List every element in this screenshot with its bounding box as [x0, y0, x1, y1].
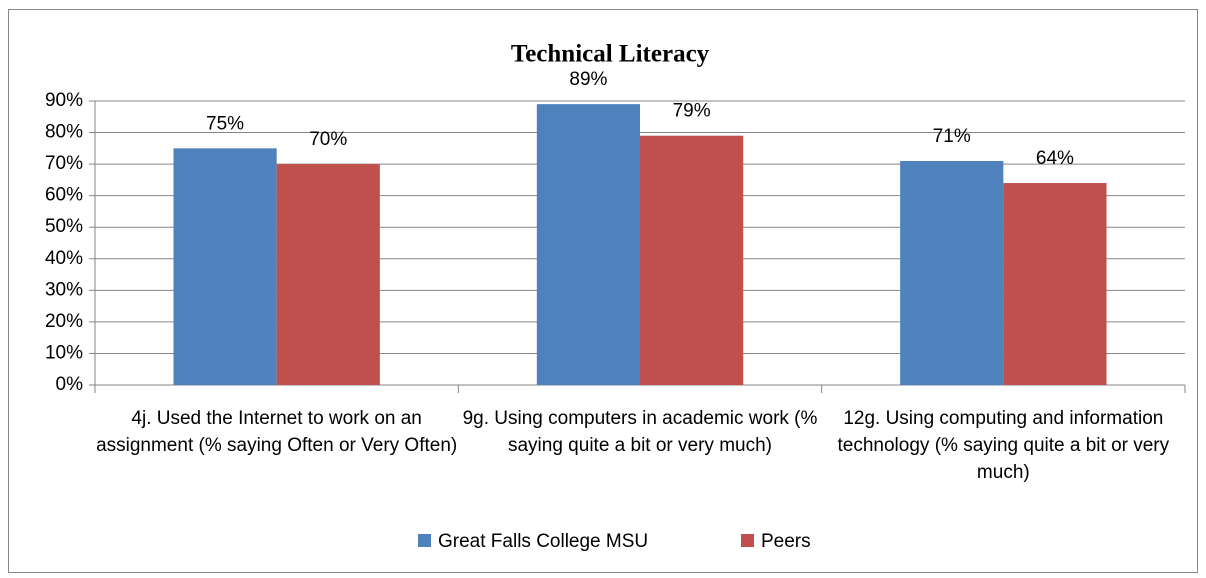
data-label: 79%: [673, 101, 711, 122]
y-tick-label: 10%: [45, 342, 83, 363]
x-tick-label: 4j. Used the Internet to work on an assi…: [96, 408, 458, 456]
legend-swatch: [741, 534, 754, 547]
bar: [1003, 183, 1107, 385]
bar: [173, 148, 277, 385]
data-label: 89%: [569, 69, 607, 90]
x-tick-label: 12g. Using computing and information tec…: [837, 408, 1170, 483]
bar: [536, 104, 640, 386]
data-label: 64%: [1036, 148, 1074, 169]
legend-label: Peers: [761, 531, 811, 552]
data-label: 70%: [309, 129, 347, 150]
y-tick-label: 80%: [45, 122, 83, 143]
y-tick-label: 30%: [45, 279, 83, 300]
y-tick-label: 70%: [45, 153, 83, 174]
data-label: 75%: [206, 113, 244, 134]
chart-title: Technical Literacy: [511, 41, 710, 68]
legend-label: Great Falls College MSU: [438, 531, 648, 552]
y-tick-label: 20%: [45, 311, 83, 332]
legend-swatch: [418, 534, 431, 547]
y-tick-label: 50%: [45, 216, 83, 237]
y-tick-label: 0%: [56, 374, 84, 395]
y-tick-label: 60%: [45, 185, 83, 206]
bar: [900, 160, 1004, 385]
x-tick-label: 9g. Using computers in academic work (% …: [462, 408, 818, 456]
bar: [640, 135, 744, 385]
y-tick-label: 90%: [45, 90, 83, 111]
data-label: 71%: [933, 126, 971, 147]
bar: [276, 164, 380, 385]
y-tick-label: 40%: [45, 248, 83, 269]
